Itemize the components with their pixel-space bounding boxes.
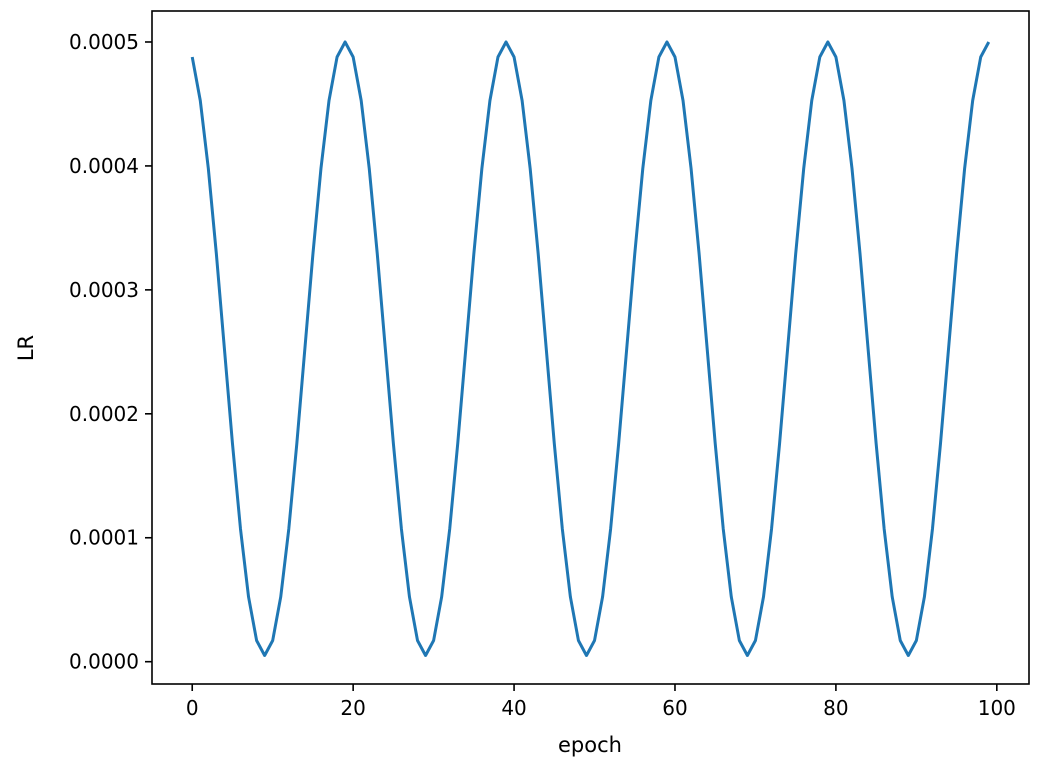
- x-tick-label: 20: [340, 696, 365, 720]
- plot-frame: [151, 10, 1030, 685]
- x-tick-label: 80: [823, 696, 848, 720]
- x-axis-ticks: 0 20 40 60 80 100: [186, 684, 1016, 720]
- y-tick-label: 0.0003: [69, 278, 139, 302]
- x-tick-label: 100: [978, 696, 1016, 720]
- x-axis-label: epoch: [558, 733, 622, 757]
- plot-area: [152, 11, 1029, 684]
- x-tick-label: 60: [662, 696, 687, 720]
- y-tick-label: 0.0001: [69, 526, 139, 550]
- x-tick-label: 40: [501, 696, 526, 720]
- y-tick-label: 0.0005: [69, 30, 139, 54]
- y-tick-label: 0.0002: [69, 402, 139, 426]
- lr-series-line: [190, 40, 991, 657]
- y-tick-label: 0.0004: [69, 154, 139, 178]
- y-axis-label: LR: [14, 335, 38, 361]
- y-axis-ticks: 0.0000 0.0001 0.0002 0.0003 0.0004 0.0005: [69, 30, 152, 674]
- x-tick-label: 0: [186, 696, 199, 720]
- y-tick-label: 0.0000: [69, 650, 139, 674]
